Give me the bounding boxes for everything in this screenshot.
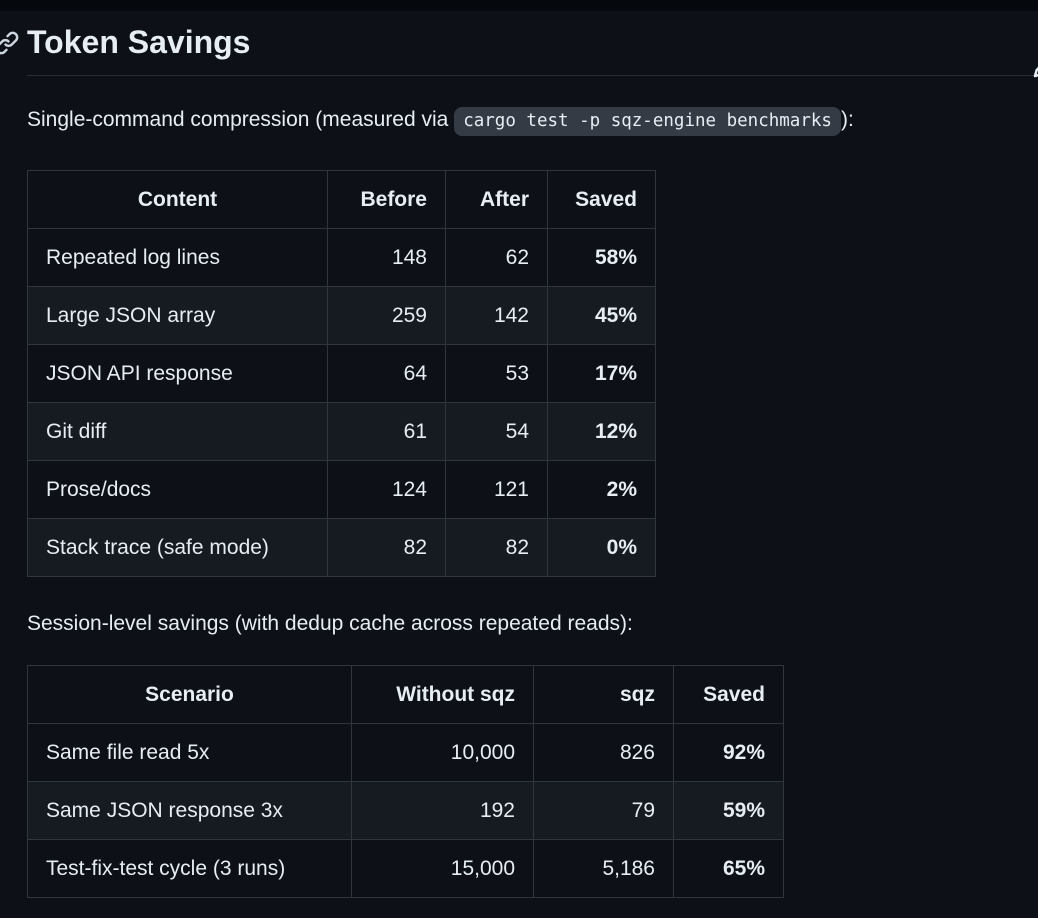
table-cell: 15,000 [351, 839, 534, 898]
table-cell: 82 [327, 518, 446, 577]
table-cell: 826 [533, 723, 674, 782]
page-title: Token Savings [0, 22, 1038, 79]
table-cell: 121 [445, 460, 548, 519]
column-header: Saved [673, 665, 784, 724]
table-cell: 259 [327, 286, 446, 345]
table-row: Same JSON response 3x 192 79 59% [27, 781, 784, 840]
table-cell: Test-fix-test cycle (3 runs) [27, 839, 352, 898]
table-header-row: Scenario Without sqz sqz Saved [27, 665, 784, 724]
table-header-row: Content Before After Saved [27, 170, 656, 229]
table-cell: 53 [445, 344, 548, 403]
table-row: JSON API response 64 53 17% [27, 344, 656, 403]
column-header: Without sqz [351, 665, 534, 724]
table-cell: 58% [547, 228, 656, 287]
inline-code: cargo test -p sqz-engine benchmarks [454, 107, 841, 136]
column-header: Content [27, 170, 328, 229]
table-cell: Large JSON array [27, 286, 328, 345]
table-cell: JSON API response [27, 344, 328, 403]
table-cell: 10,000 [351, 723, 534, 782]
table-row: Same file read 5x 10,000 826 92% [27, 723, 784, 782]
table-cell: 79 [533, 781, 674, 840]
table-cell: 59% [673, 781, 784, 840]
session-savings-table: Scenario Without sqz sqz Saved Same file rea… [27, 665, 784, 898]
link-icon[interactable] [0, 30, 20, 56]
table-cell: Prose/docs [27, 460, 328, 519]
table-cell: 17% [547, 344, 656, 403]
table-cell: 64 [327, 344, 446, 403]
table-row: Large JSON array 259 142 45% [27, 286, 656, 345]
column-header: After [445, 170, 548, 229]
column-header: Saved [547, 170, 656, 229]
table-cell: Same JSON response 3x [27, 781, 352, 840]
table-cell: Git diff [27, 402, 328, 461]
table-row: Repeated log lines 148 62 58% [27, 228, 656, 287]
table-row: Git diff 61 54 12% [27, 402, 656, 461]
table-cell: 0% [547, 518, 656, 577]
page-title-text: Token Savings [27, 24, 251, 60]
table-cell: 5,186 [533, 839, 674, 898]
top-edge-strip [0, 0, 1038, 11]
table-cell: 124 [327, 460, 446, 519]
table-cell: 2% [547, 460, 656, 519]
table-cell: 192 [351, 781, 534, 840]
table-row: Stack trace (safe mode) 82 82 0% [27, 518, 656, 577]
compression-table: Content Before After Saved Repeated log line… [27, 170, 656, 577]
column-header: Scenario [27, 665, 352, 724]
table-cell: 62 [445, 228, 548, 287]
table-cell: 65% [673, 839, 784, 898]
intro-text-after-code: ): [840, 108, 854, 131]
table-cell: 61 [327, 402, 446, 461]
table-row: Test-fix-test cycle (3 runs) 15,000 5,186 6… [27, 839, 784, 898]
table-cell: 82 [445, 518, 548, 577]
table-cell: 142 [445, 286, 548, 345]
table-row: Prose/docs 124 121 2% [27, 460, 656, 519]
session-paragraph: Session-level savings (with dedup cache … [27, 612, 633, 635]
table-cell: Same file read 5x [27, 723, 352, 782]
table-cell: 45% [547, 286, 656, 345]
pencil-icon[interactable] [1032, 52, 1038, 79]
table-cell: 92% [673, 723, 784, 782]
markdown-content: Token Savings Single-command compression… [0, 22, 1038, 898]
intro-text-before-code: Single-command compression (measured via [27, 108, 455, 131]
table-cell: 12% [547, 402, 656, 461]
table-cell: Repeated log lines [27, 228, 328, 287]
column-header: Before [327, 170, 446, 229]
column-header: sqz [533, 665, 674, 724]
table-cell: 54 [445, 402, 548, 461]
intro-paragraph: Single-command compression (measured via… [27, 104, 1038, 137]
table-cell: Stack trace (safe mode) [27, 518, 328, 577]
table-cell: 148 [327, 228, 446, 287]
